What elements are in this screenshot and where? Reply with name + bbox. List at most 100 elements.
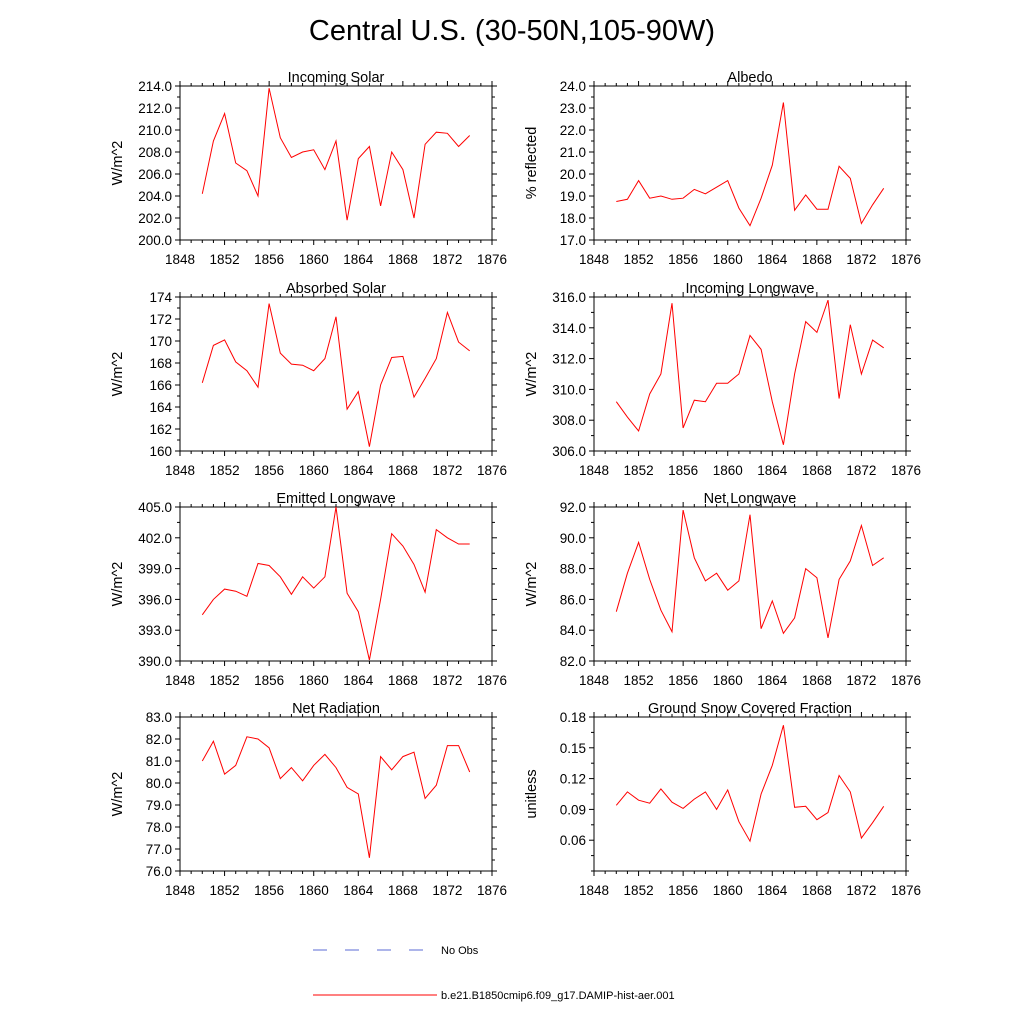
x-tick-label: 1872 xyxy=(432,463,462,478)
series-line xyxy=(615,509,884,638)
series-line xyxy=(616,102,885,227)
y-tick-label: 76.0 xyxy=(146,864,172,879)
series-line xyxy=(201,88,471,221)
plot-frame xyxy=(179,85,493,241)
x-tick-label: 1876 xyxy=(891,673,921,688)
x-tick-label: 1856 xyxy=(254,883,284,898)
y-tick-label: 82.0 xyxy=(560,654,586,669)
panel-title: Absorbed Solar xyxy=(286,281,386,297)
x-tick-label: 1848 xyxy=(579,883,609,898)
x-tick-label: 1872 xyxy=(846,883,876,898)
x-tick-label: 1856 xyxy=(254,463,284,478)
x-tick-label: 1864 xyxy=(343,673,374,688)
x-tick-label: 1852 xyxy=(624,883,654,898)
x-tick-label: 1876 xyxy=(891,463,921,478)
x-tick-label: 1848 xyxy=(165,673,195,688)
x-tick-label: 1860 xyxy=(713,463,743,478)
x-tick-label: 1848 xyxy=(579,463,609,478)
x-tick-label: 1860 xyxy=(713,673,743,688)
legend-label-no-obs: No Obs xyxy=(441,945,479,957)
y-tick-label: 21.0 xyxy=(560,145,586,160)
y-tick-label: 214.0 xyxy=(138,79,172,94)
x-tick-label: 1848 xyxy=(165,252,195,267)
x-tick-label: 1868 xyxy=(802,252,832,267)
y-axis-label: W/m^2 xyxy=(110,352,126,397)
y-tick-label: 393.0 xyxy=(138,623,172,638)
legend-label-model: b.e21.B1850cmip6.f09_g17.DAMIP-hist-aer.… xyxy=(441,990,675,1002)
x-tick-label: 1860 xyxy=(713,883,743,898)
x-tick-label: 1864 xyxy=(757,673,788,688)
y-tick-label: 0.06 xyxy=(560,833,586,848)
y-tick-label: 0.15 xyxy=(560,741,586,756)
x-tick-label: 1868 xyxy=(388,673,418,688)
y-tick-label: 306.0 xyxy=(552,444,586,459)
x-tick-label: 1872 xyxy=(432,883,462,898)
x-tick-label: 1876 xyxy=(477,252,507,267)
y-tick-label: 90.0 xyxy=(560,531,586,546)
x-tick-label: 1868 xyxy=(802,463,832,478)
y-tick-label: 204.0 xyxy=(138,189,172,204)
x-tick-label: 1868 xyxy=(388,252,418,267)
y-tick-label: 88.0 xyxy=(560,562,586,577)
panel-title: Incoming Longwave xyxy=(686,281,815,297)
plot-frame xyxy=(593,506,907,662)
y-tick-label: 78.0 xyxy=(146,820,172,835)
y-tick-label: 19.0 xyxy=(560,189,586,204)
y-tick-label: 84.0 xyxy=(560,623,586,638)
x-tick-label: 1848 xyxy=(165,463,195,478)
x-tick-label: 1848 xyxy=(579,673,609,688)
panel-title: Net Longwave xyxy=(704,491,797,507)
x-tick-label: 1852 xyxy=(210,252,240,267)
series-line xyxy=(201,303,471,447)
x-tick-label: 1868 xyxy=(388,883,418,898)
y-tick-label: 166 xyxy=(149,378,172,393)
panel-ground-snow-covered-fraction: Ground Snow Covered Fraction 1848 1852 1856… xyxy=(524,701,921,898)
y-tick-label: 0.12 xyxy=(560,772,586,787)
x-tick-label: 1848 xyxy=(165,883,195,898)
x-tick-label: 1852 xyxy=(210,463,240,478)
x-tick-label: 1864 xyxy=(343,883,374,898)
panel-emitted-longwave: Emitted Longwave 1848 1852 1856 1860 1864 1868… xyxy=(110,491,507,688)
y-tick-label: 208.0 xyxy=(138,145,172,160)
y-axis-label: W/m^2 xyxy=(524,562,540,607)
x-tick-label: 1852 xyxy=(210,883,240,898)
panel-absorbed-solar: Absorbed Solar 1848 1852 1856 1860 1864 1868 18… xyxy=(110,281,507,478)
y-tick-label: 81.0 xyxy=(146,754,172,769)
y-tick-label: 316.0 xyxy=(552,290,586,305)
panel-incoming-longwave: Incoming Longwave 1848 1852 1856 1860 1864 186… xyxy=(524,281,921,478)
x-tick-label: 1864 xyxy=(757,463,788,478)
x-tick-label: 1856 xyxy=(668,883,698,898)
legend: No Obs b.e21.B1850cmip6.f09_g17.DAMIP-hi… xyxy=(313,945,675,1002)
y-tick-label: 0.09 xyxy=(560,802,586,817)
y-axis-label: W/m^2 xyxy=(110,562,126,607)
y-tick-label: 24.0 xyxy=(560,79,586,94)
y-tick-label: 82.0 xyxy=(146,732,172,747)
series-line xyxy=(615,299,884,445)
panels: Incoming Solar 1848 1852 1856 1860 1864 1868 18… xyxy=(110,70,921,898)
x-tick-label: 1852 xyxy=(210,673,240,688)
x-tick-label: 1864 xyxy=(343,252,374,267)
series-line xyxy=(201,736,471,858)
x-tick-label: 1856 xyxy=(668,463,698,478)
y-axis-label: unitless xyxy=(524,769,540,818)
y-tick-label: 174 xyxy=(149,290,172,305)
figure-title: Central U.S. (30-50N,105-90W) xyxy=(309,15,715,47)
x-tick-label: 1864 xyxy=(343,463,374,478)
y-tick-label: 22.0 xyxy=(560,123,586,138)
x-tick-label: 1868 xyxy=(802,883,832,898)
y-tick-label: 399.0 xyxy=(138,562,172,577)
plot-frame xyxy=(593,296,907,452)
x-tick-label: 1872 xyxy=(846,673,876,688)
x-tick-label: 1860 xyxy=(299,883,329,898)
y-tick-label: 86.0 xyxy=(560,592,586,607)
x-tick-label: 1872 xyxy=(432,673,462,688)
x-tick-label: 1864 xyxy=(757,883,788,898)
y-tick-label: 170 xyxy=(149,334,172,349)
panel-title: Emitted Longwave xyxy=(276,491,395,507)
y-tick-label: 390.0 xyxy=(138,654,172,669)
y-tick-label: 92.0 xyxy=(560,500,586,515)
x-tick-label: 1852 xyxy=(624,252,654,267)
x-tick-label: 1872 xyxy=(432,252,462,267)
y-tick-label: 210.0 xyxy=(138,123,172,138)
